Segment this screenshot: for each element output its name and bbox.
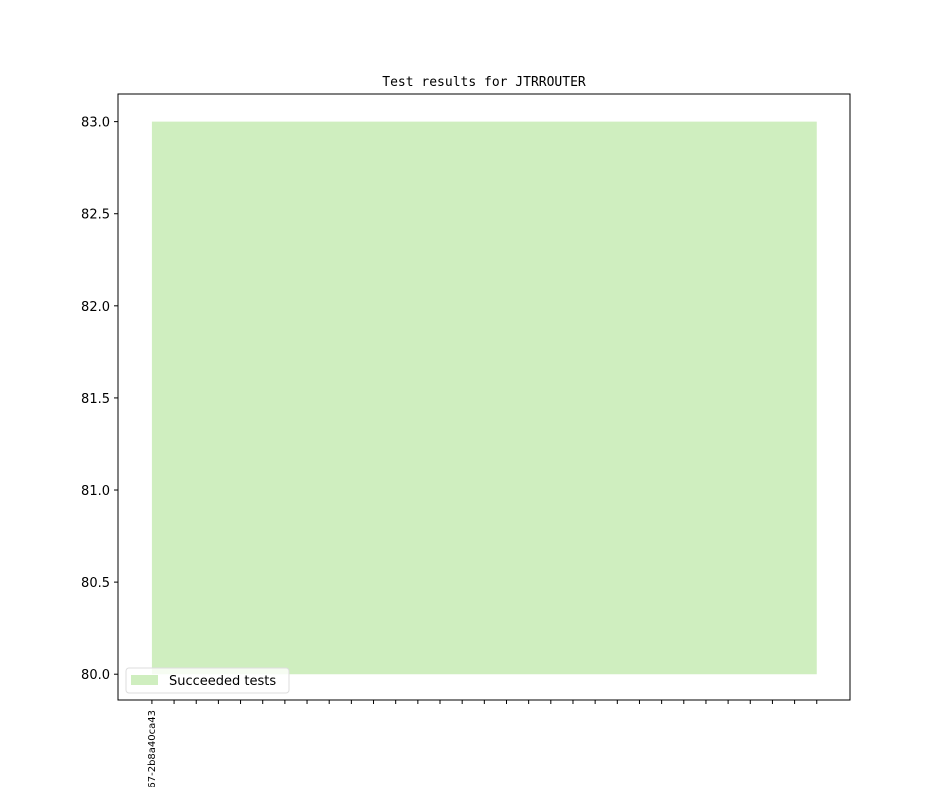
y-tick-label: 83.0 bbox=[81, 116, 110, 131]
y-tick-label: 80.5 bbox=[81, 576, 110, 591]
legend: Succeeded tests bbox=[125, 667, 290, 694]
y-tick-label: 82.5 bbox=[81, 208, 110, 223]
series-area bbox=[151, 121, 817, 675]
chart-title: Test results for JTRROUTER bbox=[382, 75, 586, 90]
legend-box bbox=[125, 667, 290, 694]
y-tick-label: 81.0 bbox=[81, 484, 110, 499]
legend-swatch bbox=[131, 675, 158, 685]
legend-label: Succeeded tests bbox=[169, 674, 276, 689]
x-tick-label: 67-2b8a40ca43 bbox=[147, 710, 158, 787]
y-tick-label: 80.0 bbox=[81, 668, 110, 683]
y-tick-label: 82.0 bbox=[81, 300, 110, 315]
axes-frame bbox=[117, 93, 851, 701]
y-tick-label: 81.5 bbox=[81, 392, 110, 407]
